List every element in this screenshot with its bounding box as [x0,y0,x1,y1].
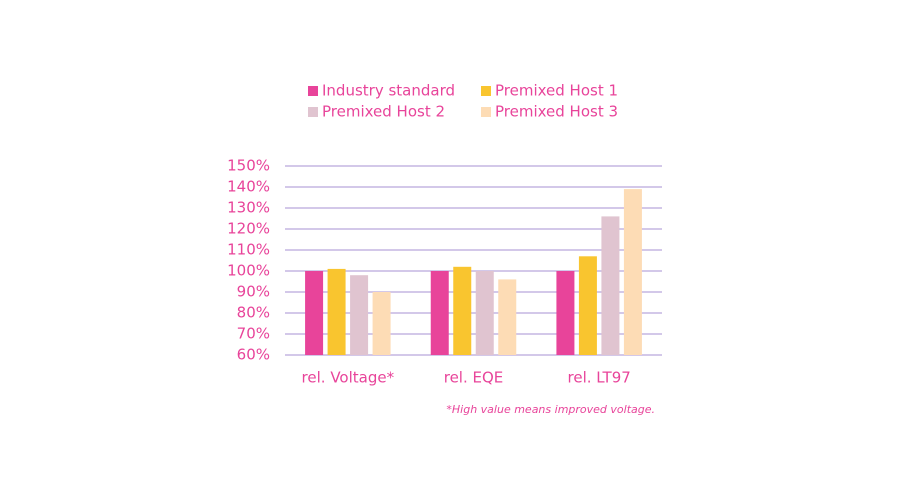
y-tick-label: 70% [237,325,270,343]
y-tick-label: 120% [227,220,270,238]
x-tick-label: rel. LT97 [568,369,631,387]
y-tick-label: 90% [237,283,270,301]
legend-swatch [308,86,318,96]
bar [430,271,449,355]
annotation: *High value means improved voltage. [446,403,655,416]
bar [556,271,575,355]
x-tick-label: rel. Voltage* [302,369,395,387]
y-tick-label: 140% [227,178,270,196]
legend-label: Premixed Host 1 [495,82,618,100]
bar [350,275,369,355]
legend-label: Premixed Host 2 [322,103,445,121]
legend-label: Industry standard [322,82,455,100]
legend-swatch [481,107,491,117]
bar [601,216,620,355]
y-tick-label: 80% [237,304,270,322]
y-tick-label: 60% [237,346,270,364]
legend-swatch [308,107,318,117]
bar [453,266,472,355]
bar [305,271,324,355]
y-tick-label: 130% [227,199,270,217]
legend-label: Premixed Host 3 [495,103,618,121]
bar [475,271,494,355]
x-tick-label: rel. EQE [444,369,504,387]
y-tick-label: 110% [227,241,270,259]
bar [498,279,517,355]
y-tick-label: 150% [227,157,270,175]
bar [372,292,391,355]
legend-swatch [481,86,491,96]
bar [578,256,597,355]
bar [623,189,642,355]
bar [327,268,346,355]
y-tick-label: 100% [227,262,270,280]
